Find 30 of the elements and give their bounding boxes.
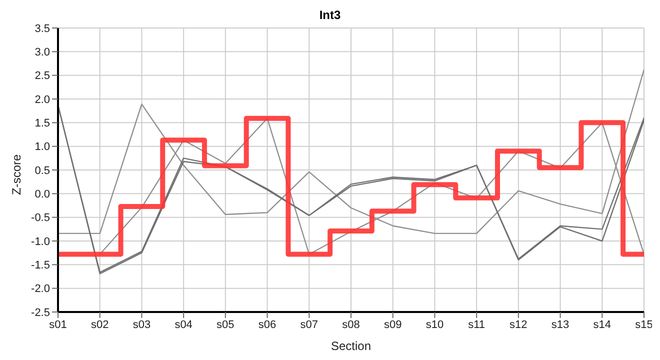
x-tick-label: s03: [132, 318, 151, 331]
y-tick-label: 3.5: [34, 22, 50, 35]
x-tick-label: s13: [551, 318, 570, 331]
y-tick-label: 3.0: [34, 46, 50, 59]
y-tick-label: 1.5: [34, 118, 50, 130]
chart-title: Int3: [318, 8, 342, 24]
x-tick-label: s10: [426, 318, 444, 331]
x-tick-label: s09: [384, 318, 402, 331]
x-tick-label: s05: [216, 318, 234, 331]
y-tick-label: -1.0: [31, 236, 50, 248]
y-tick-label: 0.0: [34, 188, 50, 201]
y-tick-label: -0.5: [31, 212, 50, 224]
y-tick-label: 2.0: [34, 94, 50, 106]
y-tick-label: -1.5: [31, 260, 50, 272]
x-tick-label: s08: [342, 318, 360, 331]
x-tick-label: s01: [49, 318, 67, 331]
x-tick-label: s02: [90, 318, 109, 331]
y-tick-label: 0.5: [34, 164, 50, 177]
x-tick-label: s14: [593, 318, 612, 331]
x-tick-label: s11: [468, 318, 486, 331]
y-tick-label: 1.0: [34, 141, 50, 154]
y-axis-title: Z-score: [9, 154, 24, 195]
x-axis-title: Section: [330, 339, 372, 353]
x-tick-label: s04: [174, 318, 192, 331]
x-tick-label: s06: [258, 318, 276, 331]
x-tick-label: s12: [510, 318, 528, 331]
x-tick-label: s07: [300, 318, 318, 331]
y-tick-label: -2.0: [31, 283, 50, 296]
y-tick-label: -2.5: [31, 306, 50, 319]
y-tick-label: 2.5: [34, 70, 50, 82]
